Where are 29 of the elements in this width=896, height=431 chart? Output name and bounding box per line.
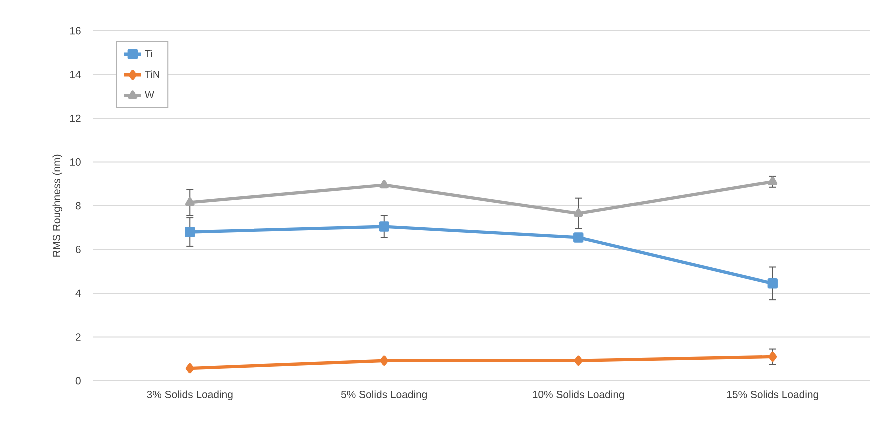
point <box>186 363 194 374</box>
point <box>380 180 390 189</box>
x-tick-label: 15% Solids Loading <box>727 390 818 400</box>
x-tick-label: 3% Solids Loading <box>147 390 233 400</box>
point <box>574 356 583 366</box>
y-tick-label: 14 <box>70 71 81 78</box>
point <box>380 356 389 366</box>
point <box>768 278 778 289</box>
y-tick-label: 0 <box>76 377 81 385</box>
point <box>574 208 584 217</box>
y-tick-label: 4 <box>76 290 81 298</box>
y-tick-label: 12 <box>70 114 81 122</box>
y-tick-label: 6 <box>76 246 81 254</box>
point <box>574 232 584 243</box>
y-axis-title: RMS Roughness (nm) <box>52 154 63 257</box>
y-tick-label: 10 <box>70 158 81 166</box>
point <box>768 176 778 186</box>
y-tick-label: 8 <box>76 202 81 210</box>
y-tick-label: 16 <box>70 27 81 35</box>
legend-label: Ti <box>145 50 152 58</box>
legend-label: W <box>145 92 154 98</box>
legend-label: TiN <box>145 70 160 78</box>
x-tick-label: 5% Solids Loading <box>341 390 427 400</box>
point <box>185 227 196 238</box>
x-tick-label: 10% Solids Loading <box>533 390 624 400</box>
point <box>768 352 778 362</box>
point <box>186 198 195 206</box>
point <box>379 222 390 232</box>
y-tick-label: 2 <box>76 334 81 341</box>
